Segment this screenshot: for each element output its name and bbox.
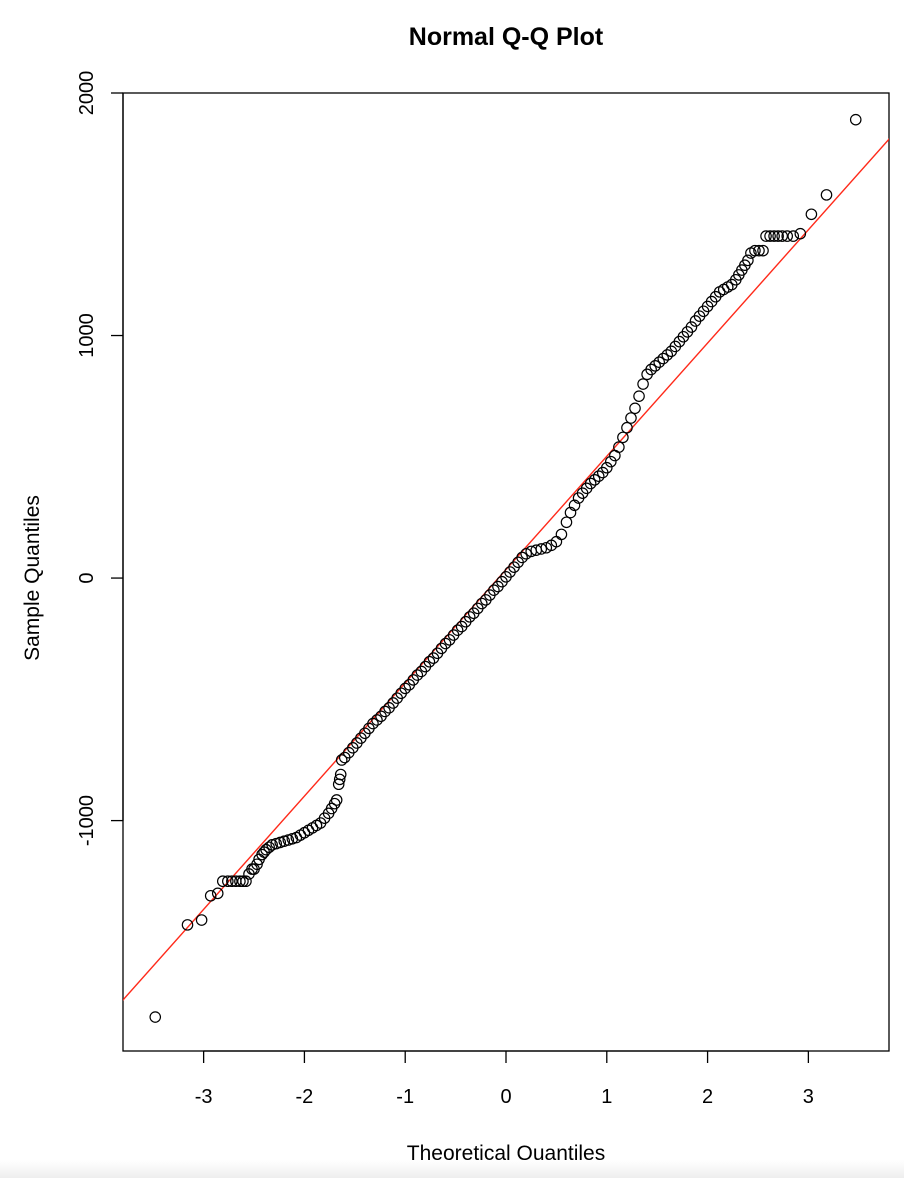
y-tick-label: -1000 bbox=[76, 795, 98, 846]
data-point bbox=[149, 1011, 162, 1023]
data-point bbox=[568, 499, 581, 512]
data-point bbox=[749, 244, 761, 257]
data-point bbox=[555, 528, 568, 541]
data-point bbox=[849, 113, 862, 126]
data-point bbox=[584, 477, 597, 490]
data-point bbox=[226, 875, 238, 888]
y-tick-label: 2000 bbox=[76, 71, 98, 116]
x-tick-label: 0 bbox=[500, 1086, 511, 1108]
data-point bbox=[617, 431, 629, 444]
data-point bbox=[794, 227, 807, 240]
x-tick-label: -1 bbox=[396, 1086, 414, 1108]
data-point bbox=[685, 321, 698, 333]
data-point bbox=[637, 378, 649, 390]
data-point bbox=[560, 516, 573, 529]
data-point bbox=[399, 682, 412, 695]
x-tick-label: 1 bbox=[601, 1086, 612, 1108]
data-point bbox=[476, 597, 488, 610]
data-point bbox=[753, 244, 765, 257]
x-tick-label: 3 bbox=[803, 1086, 814, 1108]
data-point bbox=[742, 254, 754, 267]
data-point bbox=[768, 230, 780, 242]
y-axis: -1000 0 1000 2000 bbox=[76, 71, 124, 846]
data-point bbox=[451, 624, 464, 637]
data-point bbox=[181, 919, 194, 931]
data-point bbox=[805, 208, 818, 221]
y-tick-label: 1000 bbox=[76, 313, 98, 358]
data-point bbox=[439, 637, 452, 650]
data-point bbox=[600, 461, 613, 474]
data-point bbox=[367, 717, 379, 730]
data-point bbox=[411, 669, 424, 681]
data-point bbox=[463, 611, 476, 623]
chart-title: Normal Q-Q Plot bbox=[409, 23, 604, 51]
window-bottom-edge bbox=[0, 1160, 904, 1178]
data-point bbox=[787, 230, 800, 242]
data-point bbox=[263, 841, 275, 854]
x-tick-label: -2 bbox=[296, 1086, 314, 1108]
data-point bbox=[251, 858, 263, 871]
data-point bbox=[605, 455, 617, 468]
data-point bbox=[645, 363, 657, 376]
data-point bbox=[330, 794, 343, 806]
data-point bbox=[757, 244, 769, 257]
data-point bbox=[649, 360, 661, 372]
data-point bbox=[535, 543, 548, 555]
data-point bbox=[820, 189, 833, 201]
data-point bbox=[516, 551, 528, 564]
data-point bbox=[195, 914, 208, 926]
data-point bbox=[333, 773, 346, 786]
y-axis-label: Sample Quantiles bbox=[21, 495, 44, 661]
data-point bbox=[240, 875, 252, 888]
data-point bbox=[633, 390, 645, 402]
data-point bbox=[371, 714, 383, 726]
x-axis-label: Theoretical Quantiles bbox=[407, 1142, 605, 1160]
data-point bbox=[781, 230, 794, 242]
data-point bbox=[237, 875, 249, 888]
data-point bbox=[423, 655, 436, 668]
data-point bbox=[211, 887, 224, 900]
x-tick-label: 2 bbox=[702, 1086, 713, 1108]
data-point bbox=[335, 754, 348, 766]
data-point bbox=[488, 584, 500, 596]
data-point bbox=[234, 875, 246, 888]
data-point bbox=[621, 421, 633, 434]
data-point bbox=[629, 402, 641, 415]
data-point bbox=[379, 705, 391, 718]
data-point bbox=[613, 441, 625, 453]
data-point bbox=[216, 875, 229, 888]
x-axis: -3 -2 -1 0 1 2 3 bbox=[195, 1050, 814, 1108]
data-point bbox=[564, 506, 577, 519]
x-tick-label: -3 bbox=[195, 1086, 213, 1108]
data-point bbox=[204, 889, 217, 902]
data-points bbox=[149, 113, 862, 1023]
data-point bbox=[760, 230, 772, 242]
data-point bbox=[592, 470, 605, 482]
data-point bbox=[334, 768, 347, 781]
data-point bbox=[661, 349, 674, 361]
data-point bbox=[653, 356, 665, 369]
data-point bbox=[625, 412, 637, 424]
data-point bbox=[588, 474, 601, 486]
data-point bbox=[657, 352, 670, 365]
data-point bbox=[222, 875, 234, 888]
y-tick-label: 0 bbox=[76, 573, 98, 584]
data-point bbox=[776, 230, 788, 242]
data-point bbox=[764, 230, 776, 242]
data-point bbox=[772, 230, 784, 242]
